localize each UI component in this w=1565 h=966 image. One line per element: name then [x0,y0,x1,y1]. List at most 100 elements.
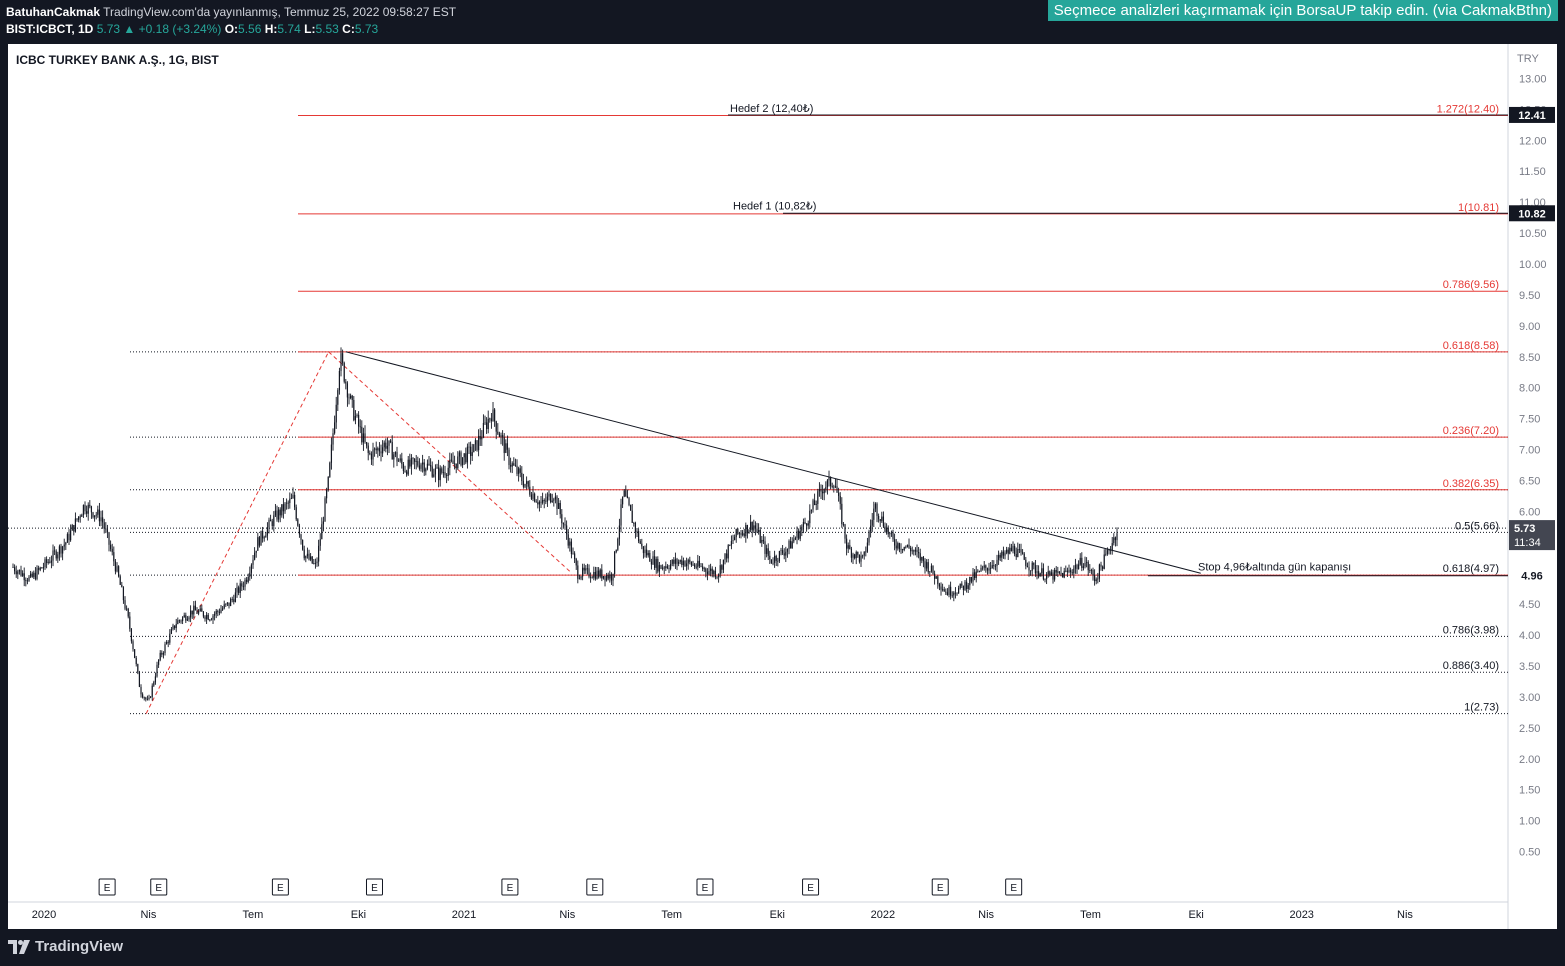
candle-body [294,494,296,508]
candle-body [545,500,547,502]
target1-badge-label: 10.82 [1518,208,1546,220]
candle-body [57,554,59,559]
candle-body [706,571,709,575]
candle-body [526,481,528,484]
candle-body [98,509,101,522]
candle-body [830,477,832,487]
symbol-label[interactable]: BIST:ICBCT, 1D [6,22,94,36]
candle-body [220,609,222,613]
candle-body [708,570,710,575]
candle-body [798,530,800,539]
candle-body [207,614,209,620]
candle-body [737,528,739,534]
candle-body [76,518,78,520]
candle-body [105,528,107,530]
earnings-marker-icon [150,878,168,896]
candle-body [143,697,145,699]
author-name[interactable]: BatuhanCakmak [6,5,101,19]
candle-body [1030,570,1032,572]
candle-body [182,617,184,621]
candle-body [210,619,213,621]
candle-body [241,583,243,587]
change-arrow-icon: ▲ [123,22,136,36]
candle-body [817,491,819,504]
candle-body [20,569,22,576]
candle-body [198,611,200,614]
candle-body [121,584,123,588]
candle-body [734,537,736,541]
candle-body [818,489,821,492]
candle-body [156,664,158,677]
candle-body [465,453,467,463]
candle-body [908,544,910,548]
candle-body [457,456,459,469]
candle-body [746,525,749,534]
chart-area[interactable]: ICBC TURKEY BANK A.Ş., 1G, BIST TRY 13.00 1… [8,44,1557,929]
high-value: 5.74 [277,22,301,36]
candle-body [431,466,433,477]
candle-body [1087,562,1089,571]
candle-body [884,526,886,532]
fib-level-label: 0.786(9.56) [1443,279,1499,291]
candle-body [878,515,880,520]
candle-body [1098,564,1101,579]
candle-body [593,572,595,578]
candle-body [799,530,801,539]
candle-body [914,549,917,552]
candle-body [390,440,392,443]
candle-body [726,553,728,559]
candle-body [340,353,342,372]
candle-body [1041,568,1043,574]
candle-body [794,537,797,540]
candle-body [297,519,299,526]
candle-body [946,592,949,595]
tradingview-logo[interactable]: TradingView [8,938,123,955]
candle-body [719,565,721,575]
promo-banner[interactable]: Seçmece analizleri kaçırmamak için Borsa… [1047,0,1558,21]
candle-body [154,676,157,683]
candle-body [574,553,576,559]
candle-body [108,532,110,545]
candle-body [1074,564,1077,569]
candle-body [857,552,859,555]
candle-body [684,561,686,567]
candle-body [569,541,571,546]
candle-body [474,440,477,445]
price-chart[interactable]: ICBC TURKEY BANK A.Ş., 1G, BIST TRY 13.00 1… [8,44,1557,929]
candle-body [822,491,824,494]
candle-body [442,472,445,473]
candle-body [273,515,275,526]
earnings-marker-icon [365,878,383,896]
candle-body [980,567,982,572]
candle-body [52,550,54,561]
candle-body [1007,549,1009,554]
candle-body [930,565,933,572]
candle-body [194,605,197,611]
candle-body [417,461,419,466]
candle-body [962,585,965,591]
y-axis-tick-label: 10.50 [1519,228,1547,240]
earnings-marker-label: E [277,883,284,894]
open-label: O: [224,22,239,36]
candle-body [518,468,520,474]
candle-body [190,610,192,618]
candle-body [78,516,80,520]
candle-body [561,514,563,524]
candle-body [1062,572,1064,578]
candle-body [634,523,637,532]
price-change: +0.18 (+3.24%) [138,22,222,36]
publish-info: TradingView.com'da yayınlanmış, Temmuz 2… [103,5,457,19]
candle-body [452,460,454,464]
candle-body [583,567,585,571]
candle-body [994,565,997,567]
candle-body [948,586,950,595]
candle-body [977,570,979,572]
candle-body [841,503,843,525]
x-axis-tick-label: Eki [351,909,366,921]
candle-body [558,502,560,509]
candle-body [695,566,697,568]
candle-body [983,565,985,568]
y-axis-tick-label: 8.50 [1519,352,1540,364]
candle-body [401,458,403,465]
candle-body [81,514,83,517]
